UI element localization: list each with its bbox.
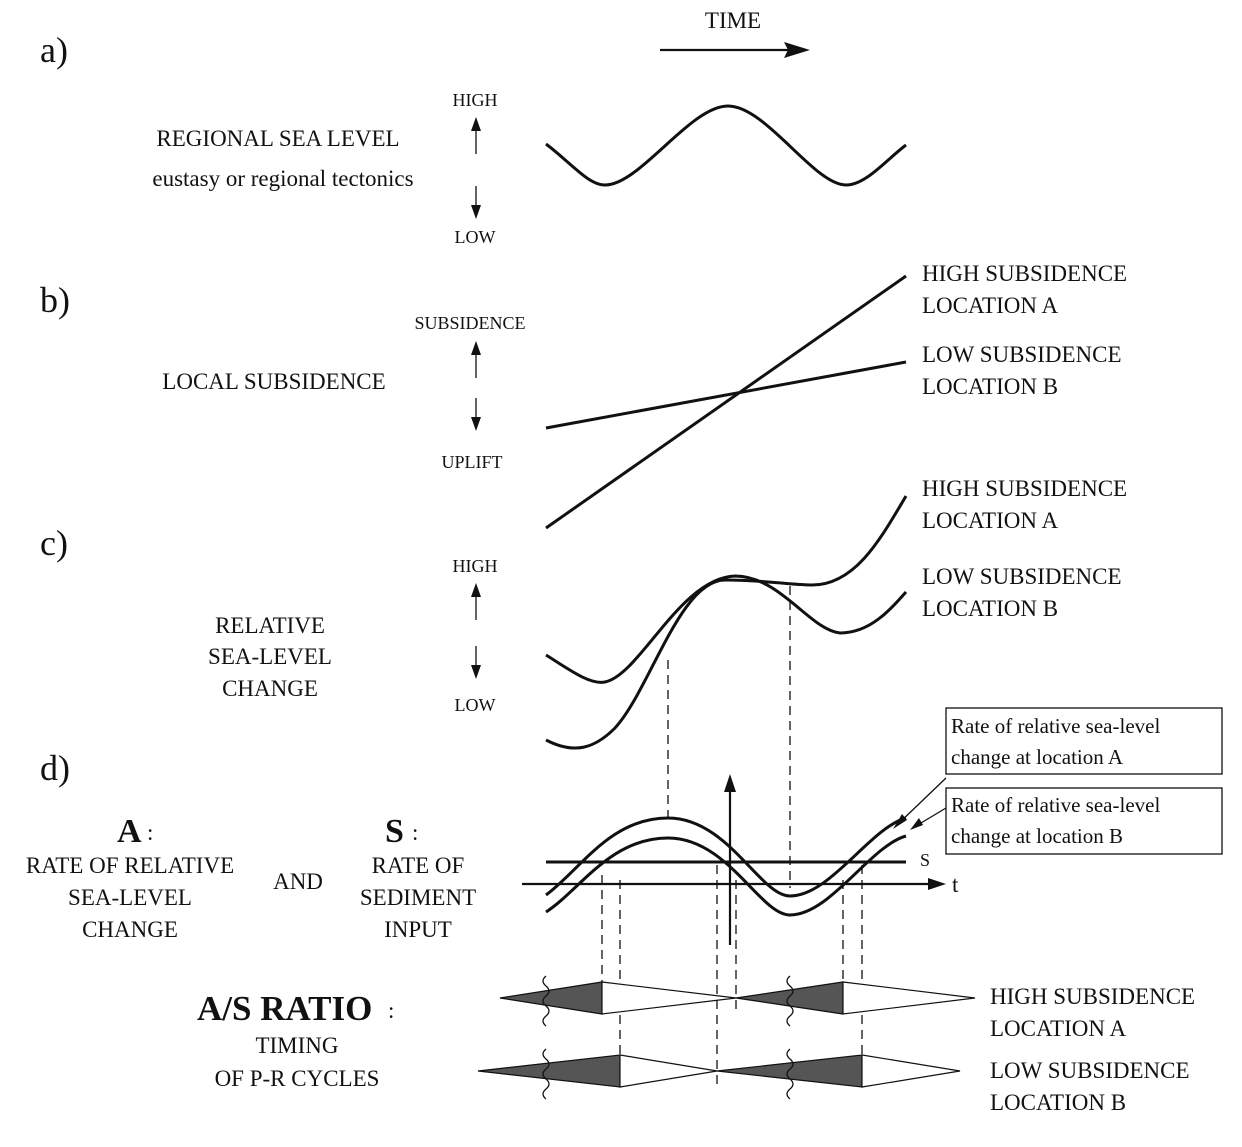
callout-a-arrowhead <box>893 814 907 829</box>
time-label: TIME <box>705 8 761 33</box>
callout-b-arrowhead <box>910 818 923 830</box>
panel-c-curve-a-label-2: LOCATION A <box>922 508 1058 533</box>
break-mark-icon <box>786 1048 794 1100</box>
ratio-title: A/S RATIO <box>197 989 372 1028</box>
retrogradation-triangle-a-1 <box>601 981 737 1015</box>
panel-a-axis-low: LOW <box>455 227 496 247</box>
time-arrowhead <box>784 42 810 58</box>
panel-b-down-arrowhead <box>471 417 481 431</box>
panel-c-axis-low: LOW <box>455 695 496 715</box>
row-b-label-2: LOCATION B <box>990 1090 1126 1115</box>
panel-b-line-a-label-2: LOCATION A <box>922 293 1058 318</box>
progradation-triangle-a-1 <box>499 981 603 1015</box>
panel-b-up-arrowhead <box>471 341 481 355</box>
panel-a-subtitle: eustasy or regional tectonics <box>152 166 413 191</box>
panel-b-letter: b) <box>40 280 70 320</box>
progradation-triangle-a-2 <box>735 981 844 1015</box>
panel-d-and: AND <box>273 869 323 894</box>
row-a-label-2: LOCATION A <box>990 1016 1126 1041</box>
row-a-label-1: HIGH SUBSIDENCE <box>990 984 1195 1009</box>
panel-c-letter: c) <box>40 523 68 563</box>
ratio-sub-1: TIMING <box>255 1033 338 1058</box>
callout-b-line-2: change at location B <box>951 824 1123 848</box>
ratio-colon: : <box>388 998 394 1023</box>
subsidence-line-location-b <box>545 360 907 430</box>
break-mark-icon <box>542 1048 550 1100</box>
subsidence-line-location-a <box>545 274 907 530</box>
panel-a-up-arrowhead <box>471 117 481 131</box>
callout-box-location-b <box>945 787 1223 855</box>
panel-c-up-arrowhead <box>471 583 481 597</box>
panel-d-s-line-1: RATE OF <box>372 853 465 878</box>
callout-b-line-1: Rate of relative sea-level <box>951 793 1160 817</box>
panel-a-axis-high: HIGH <box>453 90 498 110</box>
panel-d-s-line-2: SEDIMENT <box>360 885 476 910</box>
rate-curve-location-b <box>545 834 907 917</box>
retrogradation-triangle-a-2 <box>842 981 976 1015</box>
retrogradation-triangle-b-1 <box>619 1054 718 1088</box>
panel-b-line-b-label-1: LOW SUBSIDENCE <box>922 342 1122 367</box>
panel-d-letter: d) <box>40 748 70 788</box>
panel-c-down-arrowhead <box>471 665 481 679</box>
panel-a-letter: a) <box>40 30 68 70</box>
panel-d-s-axis-label: S <box>920 850 930 870</box>
panel-d-time-arrowhead <box>928 878 946 890</box>
panel-b-title: LOCAL SUBSIDENCE <box>162 369 385 394</box>
callout-a-line-1: Rate of relative sea-level <box>951 714 1160 738</box>
rate-curve-location-a <box>545 816 907 898</box>
panel-d-vertical-arrowhead <box>724 774 736 792</box>
panel-a-title: REGIONAL SEA LEVEL <box>156 126 399 151</box>
panel-c-title-1: RELATIVE <box>215 613 325 638</box>
panel-b-line-a-label-1: HIGH SUBSIDENCE <box>922 261 1127 286</box>
panel-d-s-line-3: INPUT <box>384 917 452 942</box>
row-b-label-1: LOW SUBSIDENCE <box>990 1058 1190 1083</box>
panel-b-line-b-label-2: LOCATION B <box>922 374 1058 399</box>
panel-c-curve-b-label-2: LOCATION B <box>922 596 1058 621</box>
callout-box-location-a <box>945 707 1223 775</box>
panel-d-t-axis-label: t <box>952 872 959 897</box>
panel-b-axis-subsidence: SUBSIDENCE <box>414 313 525 333</box>
panel-a-down-arrowhead <box>471 205 481 219</box>
panel-c-title-2: SEA-LEVEL <box>208 644 332 669</box>
break-mark-icon <box>786 975 794 1027</box>
panel-d-a-line-3: CHANGE <box>82 917 178 942</box>
regional-sea-level-curve <box>545 104 907 187</box>
panel-d-a-letter: A <box>117 813 142 850</box>
panel-d-s-letter: S <box>385 813 404 850</box>
progradation-triangle-b-2 <box>716 1054 863 1088</box>
callout-a-leader <box>896 777 947 826</box>
break-mark-icon <box>542 975 550 1027</box>
panel-d-a-line-2: SEA-LEVEL <box>68 885 192 910</box>
panel-d-s-colon: : <box>412 820 418 845</box>
panel-c-curve-b-label-1: LOW SUBSIDENCE <box>922 564 1122 589</box>
panel-c-axis-high: HIGH <box>453 556 498 576</box>
retrogradation-triangle-b-2 <box>861 1054 961 1088</box>
panel-d-a-line-1: RATE OF RELATIVE <box>26 853 234 878</box>
panel-c-curve-a-label-1: HIGH SUBSIDENCE <box>922 476 1127 501</box>
panel-b-axis-uplift: UPLIFT <box>441 452 502 472</box>
relative-sea-level-curve-location-b <box>545 574 908 684</box>
callout-a-line-2: change at location A <box>951 745 1124 769</box>
ratio-sub-2: OF P-R CYCLES <box>215 1066 380 1091</box>
panel-c-title-3: CHANGE <box>222 676 318 701</box>
panel-d-a-colon: : <box>147 820 153 845</box>
relative-sea-level-curve-location-a <box>545 495 908 750</box>
